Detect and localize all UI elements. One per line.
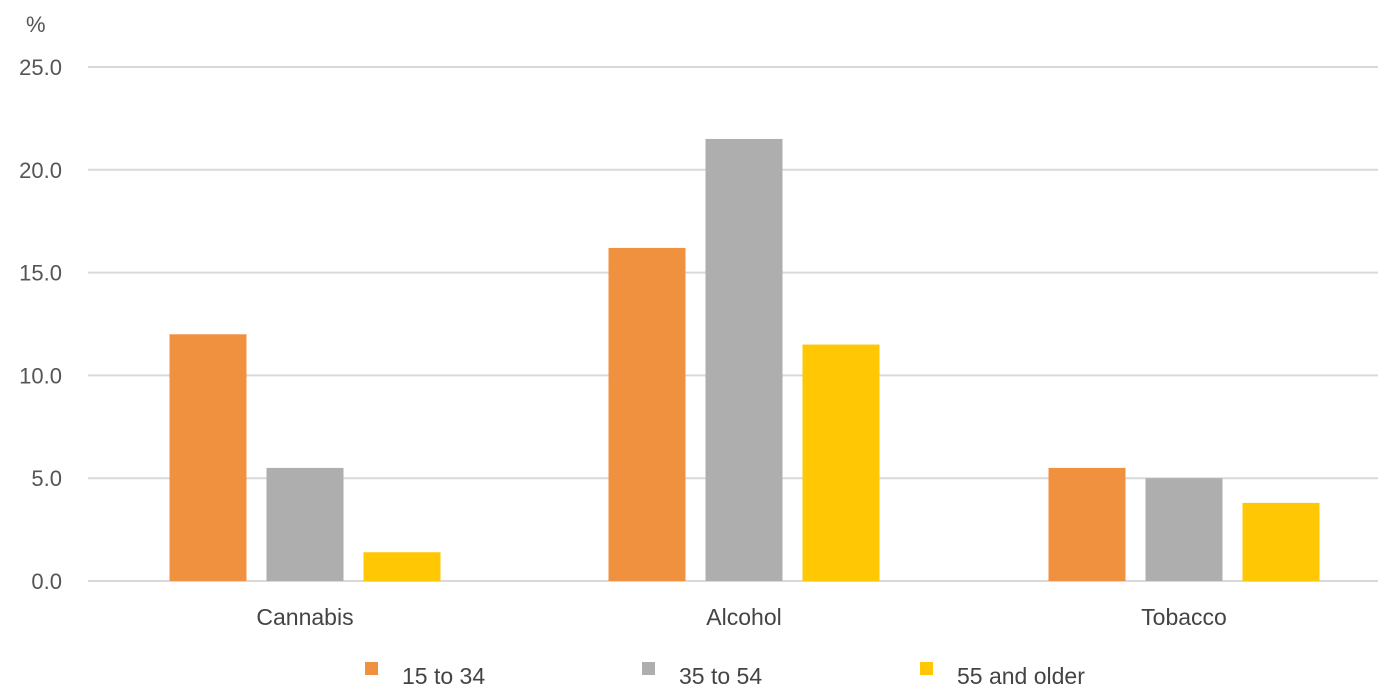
bar-cannabis-1 bbox=[266, 467, 344, 581]
bar-tobacco-0 bbox=[1048, 467, 1126, 581]
bar-alcohol-1 bbox=[705, 138, 783, 581]
y-axis-tick-labels: 0.0 5.0 10.0 15.0 20.0 25.0 bbox=[19, 55, 62, 594]
bar-cannabis-0 bbox=[169, 334, 247, 581]
legend-label: 15 to 34 bbox=[402, 663, 485, 687]
y-tick-label: 5.0 bbox=[31, 466, 62, 491]
bar-tobacco-1 bbox=[1145, 478, 1223, 581]
legend-swatch bbox=[642, 662, 655, 675]
y-tick-label: 15.0 bbox=[19, 261, 62, 286]
legend-label: 55 and older bbox=[957, 663, 1085, 687]
category-label: Tobacco bbox=[1141, 604, 1227, 630]
legend-swatch bbox=[365, 662, 378, 675]
y-tick-label: 0.0 bbox=[31, 569, 62, 594]
y-tick-label: 20.0 bbox=[19, 158, 62, 183]
bar-alcohol-0 bbox=[608, 247, 686, 582]
legend-swatch bbox=[920, 662, 933, 675]
bar-tobacco-2 bbox=[1242, 502, 1320, 581]
bars bbox=[169, 138, 1320, 582]
y-tick-label: 25.0 bbox=[19, 55, 62, 80]
legend: 15 to 34 35 to 54 55 and older bbox=[365, 662, 1085, 687]
bar-alcohol-2 bbox=[802, 344, 880, 581]
category-label: Alcohol bbox=[706, 604, 781, 630]
y-axis-unit-label: % bbox=[26, 12, 46, 37]
legend-label: 35 to 54 bbox=[679, 663, 762, 687]
y-tick-label: 10.0 bbox=[19, 363, 62, 388]
category-labels: Cannabis Alcohol Tobacco bbox=[256, 604, 1226, 630]
bar-cannabis-2 bbox=[363, 552, 441, 581]
category-label: Cannabis bbox=[256, 604, 353, 630]
